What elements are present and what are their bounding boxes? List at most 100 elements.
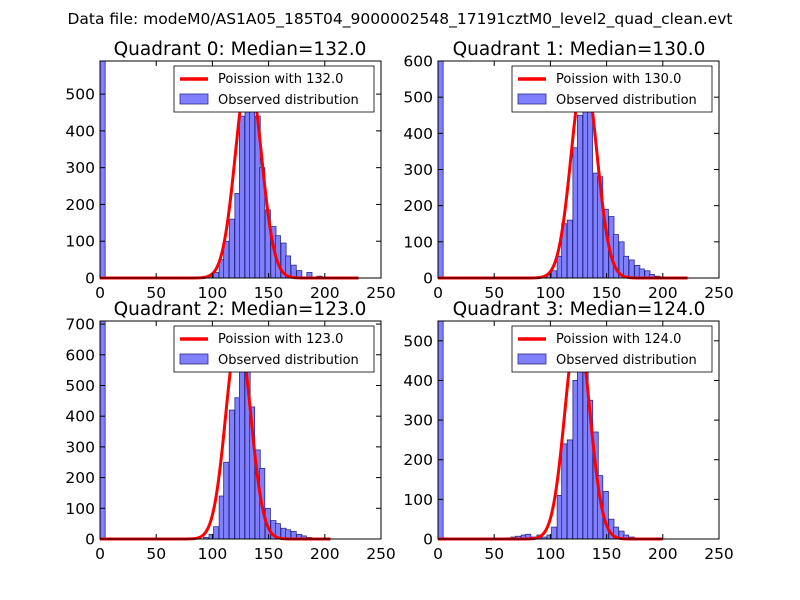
y-tick-label: 200 <box>65 469 95 487</box>
x-tick-label: 100 <box>198 545 228 563</box>
legend-line-label: Poission with 132.0 <box>218 72 343 87</box>
legend-bar-label: Observed distribution <box>218 353 359 368</box>
x-tick-label: 250 <box>366 545 396 563</box>
ticks-group: 0 50 100 150 200 250 0 100 200 300 400 500 <box>403 321 734 563</box>
figure-suptitle: Data file: modeM0/AS1A05_185T04_90000025… <box>67 10 732 29</box>
panel-quadrant-1: Quadrant 1: Median=130.0 0 50 100 150 200 250… <box>403 39 733 302</box>
legend-bar-label: Observed distribution <box>556 93 697 108</box>
legend: Poission with 130.0 Observed distributio… <box>511 65 713 113</box>
y-tick-label: 100 <box>403 233 433 251</box>
legend: Poission with 123.0 Observed distributio… <box>173 325 375 373</box>
histogram-bar <box>551 526 558 540</box>
legend-line-label: Poission with 124.0 <box>556 332 681 347</box>
legend-bar-swatch <box>179 353 209 365</box>
histogram-bar <box>213 526 220 540</box>
axes-frame <box>99 60 382 279</box>
legend-box <box>173 325 375 373</box>
x-tick-label: 150 <box>254 284 284 302</box>
panel-quadrant-0: Quadrant 0: Median=132.0 0 50 100 150 200 250… <box>65 39 395 302</box>
legend-bar-swatch <box>179 93 209 105</box>
histogram-bar <box>566 219 573 279</box>
y-tick-label: 500 <box>403 89 433 107</box>
axes-frame <box>437 320 720 540</box>
histogram-bar <box>228 218 235 279</box>
legend-bar-label: Observed distribution <box>218 93 359 108</box>
x-tick-label: 250 <box>704 545 734 563</box>
panel-title: Quadrant 3: Median=124.0 <box>453 299 706 320</box>
legend: Poission with 132.0 Observed distributio… <box>173 65 375 113</box>
histogram-bar <box>99 60 106 279</box>
x-tick-label: 0 <box>433 284 443 302</box>
x-tick-label: 100 <box>198 284 228 302</box>
legend-bar-swatch <box>517 93 547 105</box>
histogram-bar <box>249 97 256 279</box>
histogram-bar <box>587 104 594 279</box>
histogram-bar <box>628 259 635 279</box>
y-tick-label: 200 <box>403 197 433 215</box>
ticks-group: 0 50 100 150 200 250 0 100 200 300 400 500 600 700 <box>65 316 395 563</box>
y-tick-label: 200 <box>403 451 433 469</box>
legend-line-label: Poission with 123.0 <box>218 332 343 347</box>
y-tick-label: 700 <box>65 316 95 334</box>
y-tick-label: 400 <box>403 372 433 390</box>
y-tick-label: 0 <box>423 531 433 549</box>
histogram-bar <box>561 443 568 540</box>
x-tick-label: 50 <box>146 284 166 302</box>
y-tick-label: 600 <box>403 53 433 71</box>
y-tick-label: 400 <box>65 122 95 140</box>
y-tick-label: 500 <box>65 86 95 104</box>
y-tick-label: 300 <box>403 161 433 179</box>
histogram-bar <box>576 114 583 279</box>
panel-title: Quadrant 1: Median=130.0 <box>453 39 706 60</box>
x-tick-label: 50 <box>484 284 504 302</box>
panel-title: Quadrant 2: Median=123.0 <box>114 299 367 320</box>
panel-quadrant-2: Quadrant 2: Median=123.0 0 50 100 150 200 250… <box>65 299 395 563</box>
y-tick-label: 500 <box>65 377 95 395</box>
axes-frame <box>99 320 382 540</box>
x-tick-label: 150 <box>592 284 622 302</box>
x-tick-label: 200 <box>648 284 678 302</box>
histogram-bar <box>551 270 558 279</box>
x-tick-label: 250 <box>704 284 734 302</box>
ticks-group: 0 50 100 150 200 250 0 100 200 300 400 500 600 <box>403 53 733 303</box>
y-tick-label: 300 <box>65 159 95 177</box>
x-tick-label: 100 <box>536 545 566 563</box>
histogram-bar <box>623 255 630 279</box>
y-tick-label: 0 <box>85 531 95 549</box>
legend-line-label: Poission with 130.0 <box>556 72 681 87</box>
x-tick-label: 100 <box>536 284 566 302</box>
legend-bar-label: Observed distribution <box>556 353 697 368</box>
legend: Poission with 124.0 Observed distributio… <box>511 325 713 373</box>
x-tick-label: 0 <box>95 545 105 563</box>
y-tick-label: 100 <box>65 500 95 518</box>
x-tick-label: 50 <box>484 545 504 563</box>
y-tick-label: 0 <box>85 270 95 288</box>
y-tick-label: 300 <box>65 438 95 456</box>
x-tick-label: 200 <box>648 545 678 563</box>
panel-quadrant-3: Quadrant 3: Median=124.0 0 50 100 150 200 250… <box>403 299 733 563</box>
legend-bar-swatch <box>517 353 547 365</box>
y-tick-label: 400 <box>403 125 433 143</box>
y-tick-label: 500 <box>403 332 433 350</box>
x-tick-label: 50 <box>146 545 166 563</box>
histogram-bar <box>228 409 235 540</box>
x-tick-label: 0 <box>433 545 443 563</box>
histogram-bar <box>437 320 444 540</box>
histogram-bar <box>238 115 245 279</box>
histogram-bar <box>566 439 573 540</box>
x-tick-label: 250 <box>366 284 396 302</box>
x-tick-label: 200 <box>310 284 340 302</box>
histogram-bar <box>99 320 106 540</box>
y-tick-label: 200 <box>65 196 95 214</box>
histogram-bar <box>238 357 245 540</box>
ticks-group: 0 50 100 150 200 250 0 100 200 300 400 500 <box>65 61 396 302</box>
y-tick-label: 300 <box>403 412 433 430</box>
x-tick-label: 150 <box>254 545 284 563</box>
y-tick-label: 600 <box>65 346 95 364</box>
y-tick-label: 100 <box>403 491 433 509</box>
panel-title: Quadrant 0: Median=132.0 <box>114 39 367 60</box>
x-tick-label: 0 <box>95 284 105 302</box>
x-tick-label: 150 <box>592 545 622 563</box>
y-tick-label: 400 <box>65 408 95 426</box>
